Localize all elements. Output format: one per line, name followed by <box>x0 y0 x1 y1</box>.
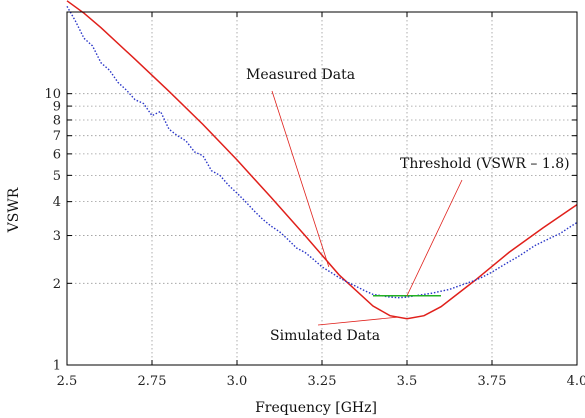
measured-data-annotation-pointer <box>271 90 330 267</box>
x-tick-label: 2.5 <box>57 374 78 389</box>
y-tick-label: 4 <box>53 195 61 210</box>
threshold-annotation-pointer <box>406 179 463 296</box>
x-tick-label: 2.75 <box>138 374 167 389</box>
annotation-layer: Measured Data Threshold (VSWR – 1.8) Simul… <box>246 67 570 344</box>
x-tick-label: 3.5 <box>397 374 418 389</box>
y-tick-label: 2 <box>53 277 61 292</box>
x-tick-label: 3.25 <box>308 374 337 389</box>
x-axis-label: Frequency [GHz] <box>255 400 377 416</box>
y-axis-label: VSWR <box>6 187 22 233</box>
y-tick-label: 9 <box>53 100 61 115</box>
y-tick-label: 7 <box>53 129 61 144</box>
y-tick-label: 6 <box>53 147 61 162</box>
grid-layer <box>67 12 577 365</box>
measured-data-annotation: Measured Data <box>246 67 355 83</box>
y-tick-label: 1 <box>53 359 61 374</box>
y-tick-label: 10 <box>44 87 61 102</box>
x-tick-label: 3.75 <box>478 374 507 389</box>
threshold-annotation: Threshold (VSWR – 1.8) <box>400 156 570 172</box>
x-tick-label: 3.0 <box>227 374 248 389</box>
simulated-data-annotation: Simulated Data <box>270 328 380 344</box>
y-tick-label: 5 <box>53 169 61 184</box>
simulated-data-annotation-pointer <box>317 316 397 326</box>
x-tick-label: 4.0 <box>567 374 585 389</box>
y-tick-label: 3 <box>53 229 61 244</box>
y-tick-label: 8 <box>53 113 61 128</box>
